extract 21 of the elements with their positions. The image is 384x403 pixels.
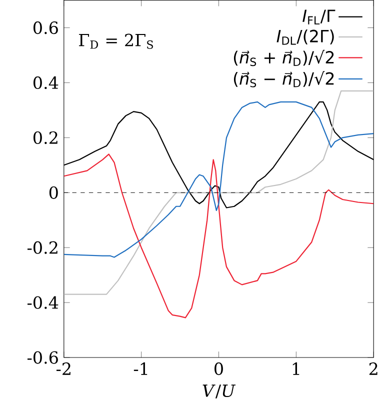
x-tick-label: 2 (370, 362, 378, 375)
x-tick-label: -1 (134, 362, 148, 375)
y-tick-label: 0 (50, 186, 58, 199)
legend-label: (n⃗$_{S}$ + n⃗$_{D}$)/√2 (234, 50, 334, 66)
x-tick-label: 0 (214, 362, 224, 376)
legend-label: (n⃗$_{S}$ − n⃗$_{D}$)/√2 (234, 71, 334, 88)
y-tick-label: 0.2 (34, 131, 58, 144)
x-tick-label: 1 (293, 362, 300, 375)
y-tick-label: 0.4 (34, 76, 58, 90)
y-tick-label: -0.4 (28, 296, 58, 309)
annotation: Γ$_{D}$ = 2Γ$_{S}$ (79, 34, 154, 49)
x-axis-title: V/U (202, 384, 236, 398)
y-tick-label: 0.6 (34, 21, 58, 34)
y-tick-label: -0.2 (28, 241, 58, 254)
legend-label: I$_{DL}$/(2Γ) (276, 30, 334, 45)
line-series (64, 90, 374, 295)
line-series (64, 101, 374, 258)
line-series (64, 154, 374, 318)
x-tick-label: -2 (56, 362, 71, 375)
legend-label: I$_{FL}$/Γ (302, 10, 336, 24)
y-tick-label: -0.6 (28, 351, 58, 364)
